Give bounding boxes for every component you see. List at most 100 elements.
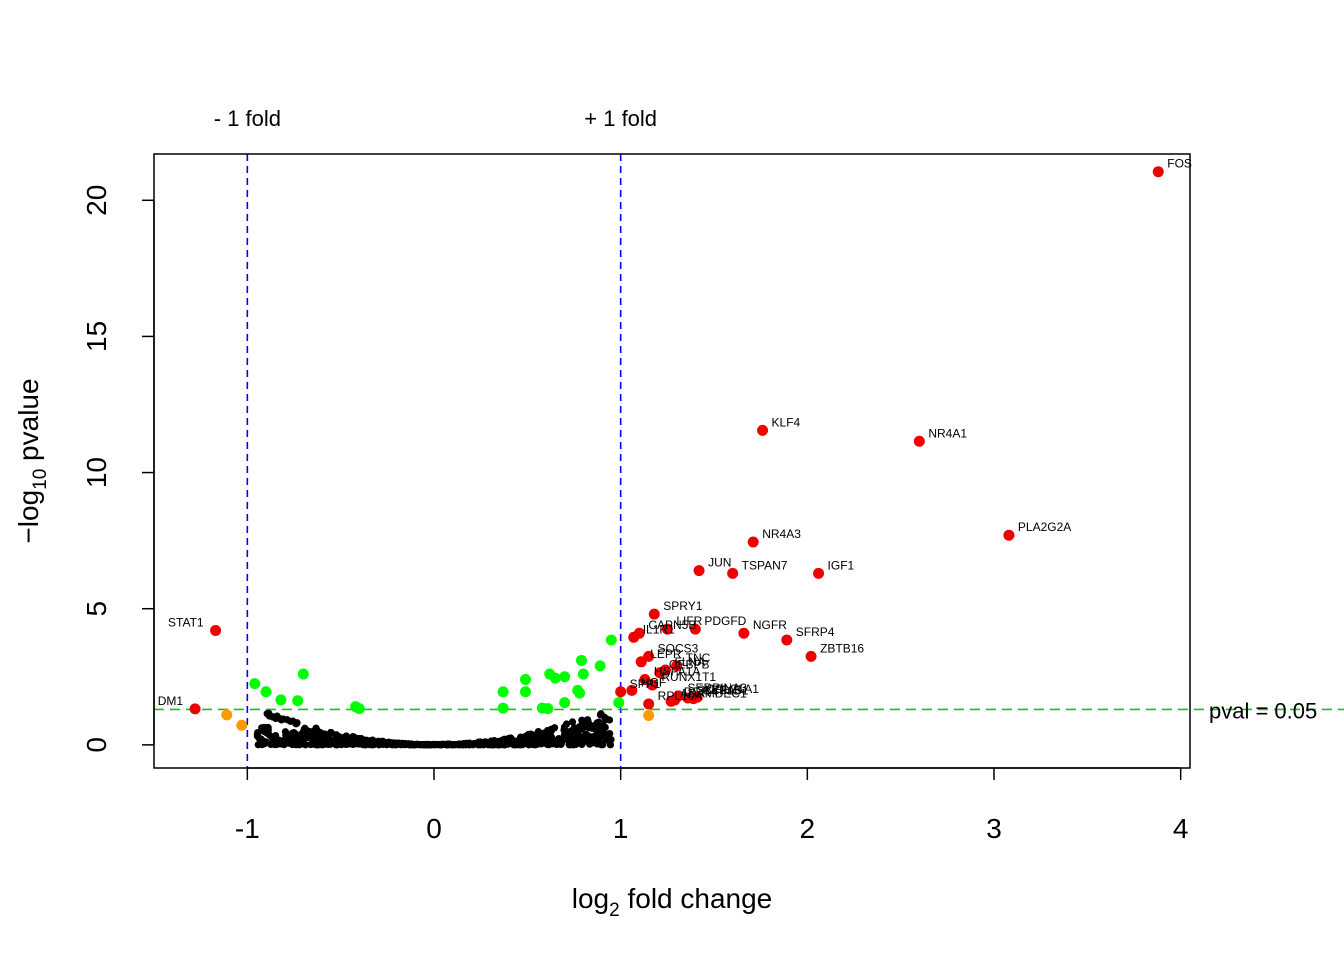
red-point xyxy=(693,565,705,577)
ns-point xyxy=(420,741,428,749)
red-point xyxy=(210,624,222,636)
ns-point xyxy=(578,716,586,724)
ns-point xyxy=(541,731,549,739)
nonsignificant-points xyxy=(253,709,615,749)
red-point xyxy=(626,684,638,696)
gene-label: COL21A1 xyxy=(706,682,759,696)
ns-point xyxy=(594,728,602,736)
gene-label: ZBTB16 xyxy=(820,641,864,655)
ns-point xyxy=(481,738,489,746)
ns-point xyxy=(570,741,578,749)
red-point xyxy=(689,623,701,635)
green-point xyxy=(575,654,587,666)
green-point xyxy=(519,686,531,698)
ns-point xyxy=(588,733,597,741)
red-point xyxy=(781,634,793,646)
gene-label: CYP1B1 xyxy=(702,684,748,698)
red-point xyxy=(615,686,627,698)
ns-point xyxy=(314,740,322,748)
ns-point xyxy=(579,737,588,745)
ns-point xyxy=(598,720,607,728)
gene-label: FOS xyxy=(1167,157,1192,171)
ns-point xyxy=(454,740,462,749)
x-tick-label: -1 xyxy=(235,813,260,844)
y-tick-label: 20 xyxy=(81,185,112,216)
orange-point xyxy=(221,709,233,721)
gene-label: DM1 xyxy=(158,694,184,708)
gene-label: DDIT4 xyxy=(684,685,719,699)
ns-point xyxy=(254,741,262,749)
ns-point xyxy=(301,730,309,738)
ns-point xyxy=(314,732,323,740)
high-fc-nonsignificant-points xyxy=(221,709,655,731)
red-point xyxy=(665,695,677,707)
ns-point xyxy=(545,737,553,745)
gene-label: FLNA xyxy=(674,655,705,669)
ns-point xyxy=(588,739,596,747)
red-point xyxy=(643,698,655,710)
axes: -1 0 1 2 3 4 0 5 10 15 20 xyxy=(81,185,1188,844)
ns-point xyxy=(606,741,615,749)
significant-low-fc-points xyxy=(249,634,625,715)
gene-label: HGF xyxy=(641,675,666,689)
ns-point xyxy=(350,733,358,741)
gene-label: JUN xyxy=(708,556,731,570)
gene-label: SOCS3 xyxy=(658,641,699,655)
ns-point xyxy=(602,735,610,743)
ns-point xyxy=(260,723,268,732)
ns-point xyxy=(257,735,265,743)
red-point xyxy=(661,623,673,635)
ns-point xyxy=(321,730,329,738)
minus-one-fold-label: - 1 fold xyxy=(214,106,281,131)
red-point xyxy=(913,435,925,447)
ns-point xyxy=(500,741,508,749)
gene-label: PDGFD xyxy=(704,614,746,628)
ns-point xyxy=(332,732,340,740)
ns-point xyxy=(553,739,562,747)
ns-point xyxy=(299,740,307,748)
ns-point xyxy=(365,737,374,746)
ns-point xyxy=(278,737,286,745)
pval-threshold-label: pval = 0.05 xyxy=(1209,698,1317,723)
x-tick-label: 1 xyxy=(613,813,629,844)
y-axis-title: −log10 pvalue xyxy=(13,378,51,543)
ns-point xyxy=(312,724,320,732)
red-point xyxy=(1152,166,1164,178)
ns-point xyxy=(254,728,262,737)
gene-label: LEPR xyxy=(650,647,682,661)
green-point xyxy=(297,668,309,680)
gene-label: NR4A3 xyxy=(762,527,801,541)
ns-point xyxy=(327,729,335,737)
ns-point xyxy=(546,727,554,735)
green-point xyxy=(497,702,509,714)
green-point xyxy=(275,694,287,706)
gene-label: LIFR xyxy=(676,614,702,628)
ns-point xyxy=(595,738,603,746)
ns-point xyxy=(537,740,546,748)
green-point xyxy=(549,672,561,684)
green-point xyxy=(542,703,554,715)
red-point xyxy=(727,567,739,579)
gene-labels: FOS KLF4 NR4A1 PLA2G2A NR4A3 JUN TSPAN7 IGF1 SPR… xyxy=(158,157,1192,708)
gene-label: SLC2A3 xyxy=(697,683,742,697)
gene-label: TSPAN7 xyxy=(742,558,788,572)
green-point xyxy=(260,686,272,698)
green-point xyxy=(574,687,586,699)
ns-point xyxy=(434,740,442,749)
red-point xyxy=(648,608,660,620)
gene-label: TNC xyxy=(686,651,711,665)
red-point xyxy=(646,679,658,691)
ns-point xyxy=(505,739,513,748)
red-point xyxy=(747,536,759,548)
green-point xyxy=(594,660,606,672)
red-point xyxy=(635,656,647,668)
gene-label: SERPINA3 xyxy=(688,681,748,695)
ns-point xyxy=(486,741,495,749)
orange-point xyxy=(643,709,655,721)
green-point xyxy=(559,671,571,683)
green-point xyxy=(249,678,261,690)
red-point xyxy=(189,703,201,715)
gene-label: ADAMDEC1 xyxy=(680,686,747,700)
red-point xyxy=(628,631,640,643)
